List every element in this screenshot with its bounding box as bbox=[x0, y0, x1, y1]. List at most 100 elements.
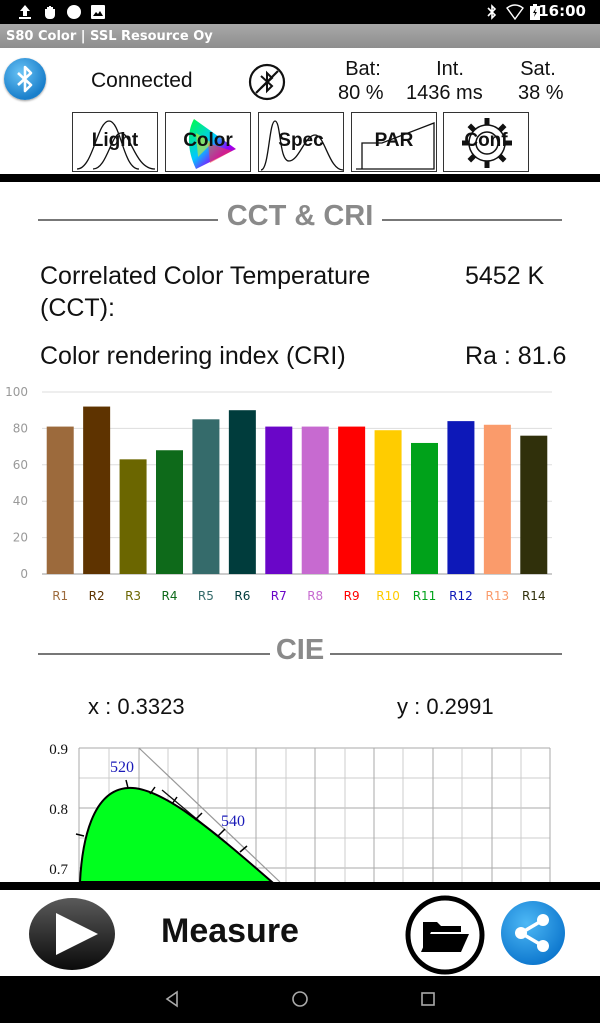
tab-par[interactable]: PAR bbox=[351, 112, 437, 172]
measure-label: Measure bbox=[161, 912, 299, 950]
bluetooth-disconnect-button[interactable] bbox=[247, 62, 287, 102]
bottom-divider bbox=[0, 882, 600, 890]
spectrum-icon bbox=[260, 120, 343, 171]
bluetooth-connect-button[interactable] bbox=[4, 58, 46, 100]
cri-ytick-label: 0 bbox=[20, 567, 28, 581]
recents-icon[interactable] bbox=[420, 990, 436, 1008]
cri-xtick-r14: R14 bbox=[522, 589, 546, 603]
cri-bar-r12 bbox=[447, 421, 475, 574]
cri-bar-r13 bbox=[483, 424, 511, 574]
cct-value: 5452 K bbox=[465, 262, 545, 290]
par-graph-icon bbox=[356, 122, 435, 170]
cie-x-value: x : 0.3323 bbox=[88, 694, 185, 719]
cri-xtick-r10: R10 bbox=[376, 589, 400, 603]
battery-value: 80 % bbox=[338, 82, 384, 104]
bluetooth-icon bbox=[487, 4, 497, 20]
content-area[interactable]: CCT & CRI Correlated Color Temperature (… bbox=[0, 182, 600, 882]
cie-spectral-locus bbox=[78, 786, 274, 882]
wifi-icon bbox=[506, 4, 524, 20]
cri-xtick-r12: R12 bbox=[449, 589, 473, 603]
cct-cri-heading: CCT & CRI bbox=[38, 200, 562, 240]
saturation-value: 38 % bbox=[518, 82, 564, 104]
share-icon bbox=[501, 901, 565, 965]
cri-bar-r8 bbox=[301, 426, 329, 574]
image-icon bbox=[91, 5, 105, 19]
cri-bar-r11 bbox=[411, 442, 438, 574]
cri-xtick-r8: R8 bbox=[307, 589, 323, 603]
cie-heading-text: CIE bbox=[275, 634, 325, 666]
color-triangle-icon bbox=[188, 119, 236, 169]
open-folder-button[interactable] bbox=[403, 894, 487, 976]
cie-ytick-1: 0.8 bbox=[49, 802, 68, 818]
cie-ytick-0: 0.9 bbox=[49, 742, 68, 758]
cri-xtick-r1: R1 bbox=[52, 589, 68, 603]
cie-wavelength-540: 540 bbox=[221, 813, 245, 830]
cri-value: Ra : 81.6 bbox=[465, 342, 567, 370]
tab-color[interactable]: Color bbox=[165, 112, 251, 172]
cri-ytick-label: 80 bbox=[13, 421, 28, 435]
status-time: 16:00 bbox=[538, 2, 586, 20]
cri-ytick-label: 60 bbox=[13, 458, 28, 472]
cri-xtick-r7: R7 bbox=[271, 589, 287, 603]
upload-icon bbox=[19, 5, 31, 19]
cri-bar-r6 bbox=[228, 410, 256, 574]
cie-heading: CIE bbox=[38, 634, 562, 674]
cct-cri-heading-text: CCT & CRI bbox=[226, 200, 374, 232]
folder-icon bbox=[405, 895, 485, 975]
cri-bar-r10 bbox=[374, 430, 402, 574]
cie-diagram: 0.9 0.8 0.7 520 540 bbox=[49, 742, 551, 882]
cie-boundary-line bbox=[138, 747, 281, 882]
tab-conf-label: Conf bbox=[464, 130, 508, 151]
battery-label: Bat: bbox=[345, 58, 381, 80]
cri-xtick-r11: R11 bbox=[413, 589, 437, 603]
tab-light[interactable]: Light bbox=[72, 112, 158, 172]
light-curve-icon bbox=[76, 120, 156, 170]
cri-bar-r14 bbox=[520, 435, 548, 574]
gear-icon bbox=[462, 118, 512, 168]
header-panel: Connected Bat: 80 % Int. 1436 ms Sat. 38… bbox=[0, 48, 600, 175]
cri-xtick-r6: R6 bbox=[234, 589, 250, 603]
measure-play-button[interactable] bbox=[28, 897, 116, 971]
home-icon[interactable] bbox=[291, 990, 309, 1008]
system-nav-bar bbox=[0, 976, 600, 1023]
cri-bar-chart: 0 20 40 60 80 100 R1 R2 R3 R4 R5 R6 R7 R8 R9 R10 R11 R12 R… bbox=[5, 385, 552, 603]
share-button[interactable] bbox=[499, 899, 567, 967]
tab-conf[interactable]: Conf bbox=[443, 112, 529, 172]
connection-status: Connected bbox=[91, 69, 193, 92]
tab-spec[interactable]: Spec bbox=[258, 112, 344, 172]
cri-bar-r7 bbox=[265, 426, 293, 574]
cie-rule-right bbox=[330, 653, 562, 655]
integration-label: Int. bbox=[436, 58, 464, 80]
cri-bar-r5 bbox=[192, 419, 220, 574]
cct-label-line1: Correlated Color Temperature bbox=[40, 262, 371, 290]
cri-xtick-r3: R3 bbox=[125, 589, 141, 603]
cri-xtick-r5: R5 bbox=[198, 589, 214, 603]
cri-bar-r1 bbox=[46, 426, 74, 574]
cri-label: Color rendering index (CRI) bbox=[40, 342, 346, 370]
tab-color-label: Color bbox=[183, 130, 233, 151]
cri-ytick-label: 100 bbox=[5, 385, 28, 399]
bluetooth-off-icon bbox=[248, 63, 286, 101]
hand-icon bbox=[45, 6, 55, 19]
saturation-label: Sat. bbox=[520, 58, 556, 80]
cri-ytick-label: 40 bbox=[13, 494, 28, 508]
cri-xtick-r13: R13 bbox=[486, 589, 510, 603]
back-icon[interactable] bbox=[164, 990, 180, 1008]
bluetooth-icon bbox=[17, 65, 33, 93]
cri-xtick-r2: R2 bbox=[89, 589, 105, 603]
cct-label: Correlated Color Temperature (CCT): bbox=[40, 260, 370, 324]
tab-par-label: PAR bbox=[374, 130, 414, 151]
cct-label-line2: (CCT): bbox=[40, 294, 115, 322]
app-title-bar: S80 Color | SSL Resource Oy bbox=[0, 24, 600, 48]
integration-value: 1436 ms bbox=[406, 82, 483, 104]
bottom-action-bar: Measure bbox=[0, 890, 600, 976]
cri-bar-r3 bbox=[119, 459, 147, 574]
heading-rule-right bbox=[382, 219, 562, 221]
cie-ytick-2: 0.7 bbox=[49, 862, 68, 878]
cri-bar-r4 bbox=[156, 450, 183, 574]
tab-spec-label: Spec bbox=[278, 130, 324, 151]
cri-bar-r9 bbox=[338, 426, 366, 574]
heading-rule-left bbox=[38, 219, 218, 221]
cie-locus-ticks bbox=[75, 779, 248, 853]
cie-wavelength-520: 520 bbox=[110, 759, 134, 776]
